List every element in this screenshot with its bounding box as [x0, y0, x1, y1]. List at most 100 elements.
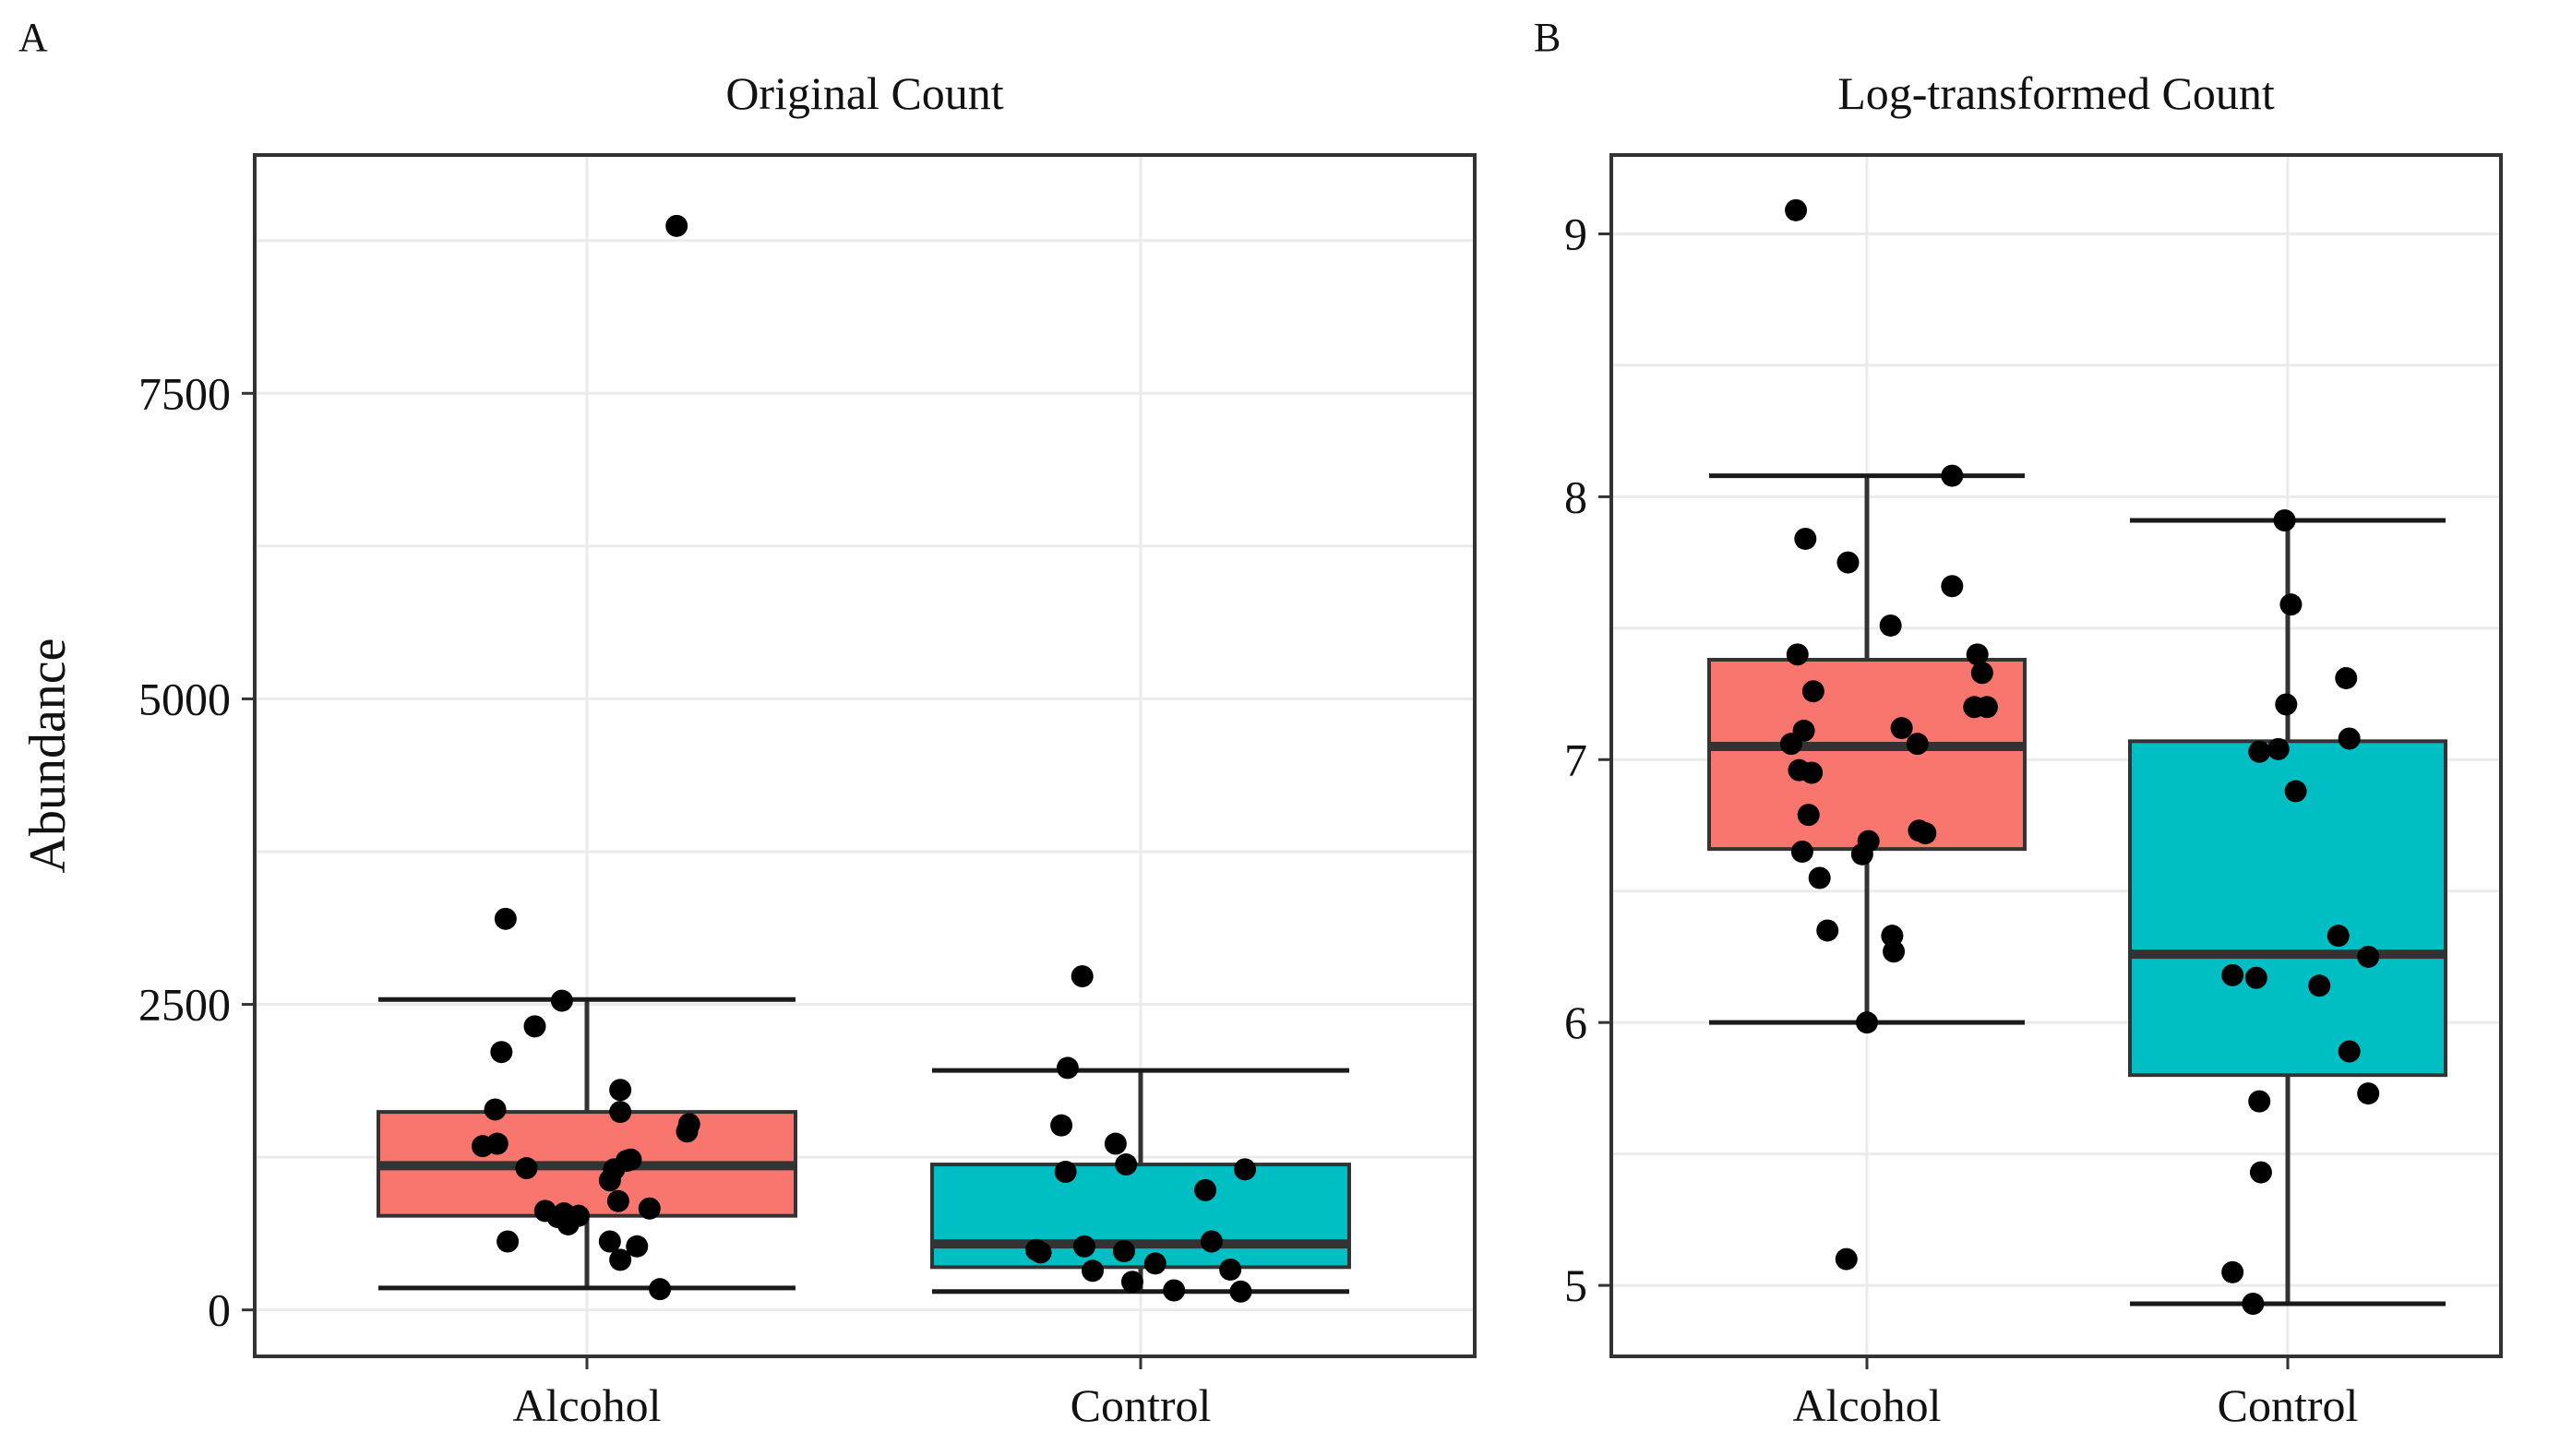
box-alcohol: [1707, 473, 2027, 1025]
data-point: [2338, 1040, 2361, 1063]
data-point: [2221, 963, 2244, 986]
box-control: [930, 1068, 1351, 1295]
data-point: [1790, 840, 1813, 863]
data-point: [1163, 1279, 1186, 1302]
y-tick-label: 0: [208, 1284, 231, 1336]
data-point: [1836, 551, 1860, 574]
data-point: [619, 1148, 642, 1171]
data-point: [496, 1230, 520, 1253]
data-point: [1914, 822, 1937, 845]
y-axis-title: Abundance: [19, 638, 77, 873]
data-point: [567, 1204, 590, 1227]
data-point: [2327, 925, 2350, 948]
y-tick-label: 8: [1564, 471, 1587, 522]
data-point: [2335, 666, 2358, 689]
data-point: [2338, 727, 2361, 750]
y-axis: 5 6 7 8 9: [1564, 208, 1611, 1311]
x-tick-label: Alcohol: [512, 1379, 661, 1431]
data-point: [1056, 1056, 1079, 1080]
x-tick-label: Control: [1071, 1379, 1212, 1431]
points-control: [1025, 965, 1256, 1303]
data-point: [550, 989, 573, 1012]
data-point: [1112, 1240, 1135, 1263]
data-point: [1104, 1132, 1127, 1155]
x-axis: Alcohol Control: [512, 1356, 1211, 1431]
data-point: [626, 1235, 649, 1258]
data-point: [1200, 1230, 1223, 1253]
y-tick-label: 5: [1564, 1259, 1587, 1311]
y-axis: 0 2500 5000 7500: [138, 367, 255, 1336]
data-point: [609, 1079, 632, 1102]
points-alcohol: [472, 214, 700, 1301]
data-point: [606, 1189, 629, 1212]
data-point: [2284, 780, 2307, 803]
box-control: [2128, 518, 2447, 1307]
data-point: [2273, 509, 2296, 532]
x-tick-label: Alcohol: [1792, 1379, 1941, 1431]
data-point: [490, 1041, 513, 1064]
chart-title: Log-transformed Count: [1837, 67, 2275, 119]
data-point: [1941, 464, 1964, 487]
y-tick-label: 6: [1564, 997, 1587, 1048]
data-point: [494, 907, 517, 930]
data-point: [638, 1197, 661, 1220]
data-point: [1801, 680, 1824, 703]
panel-border: [253, 153, 1477, 1358]
data-point: [484, 1098, 507, 1121]
data-point: [523, 1015, 546, 1038]
x-tick-label: Control: [2218, 1379, 2359, 1431]
y-tick-label: 2500: [138, 979, 231, 1031]
data-point: [1883, 940, 1906, 963]
data-point: [1071, 965, 1094, 988]
panel-label: A: [18, 15, 48, 60]
data-point: [1143, 1252, 1166, 1275]
data-point: [677, 1113, 700, 1136]
data-point: [2249, 1161, 2272, 1184]
y-tick-label: 7: [1564, 734, 1587, 785]
data-point: [1115, 1153, 1138, 1176]
data-point: [2221, 1260, 2244, 1283]
data-point: [1890, 717, 1913, 740]
data-point: [598, 1230, 621, 1253]
data-point: [1857, 829, 1880, 853]
data-point: [1029, 1241, 1052, 1264]
data-point: [1785, 198, 1808, 221]
chart-title: Original Count: [725, 67, 1003, 119]
box-iqr: [1707, 658, 2027, 852]
y-tick-label: 7500: [138, 367, 231, 419]
data-point: [485, 1132, 508, 1155]
data-point: [609, 1101, 632, 1124]
data-point: [1779, 733, 1802, 756]
box-iqr: [930, 1163, 1351, 1270]
data-point: [2275, 693, 2298, 716]
data-point: [1794, 527, 1817, 550]
points-control: [2221, 509, 2380, 1316]
data-point: [1234, 1158, 1256, 1181]
data-point: [1975, 696, 1998, 719]
data-point: [2357, 1082, 2380, 1105]
data-point: [1194, 1178, 1217, 1201]
data-point: [1786, 643, 1809, 666]
data-point: [649, 1278, 672, 1301]
points-alcohol: [1779, 198, 1998, 1271]
data-point: [1050, 1114, 1073, 1137]
data-point: [1941, 575, 1964, 598]
data-point: [515, 1157, 538, 1180]
y-tick-label: 5000: [138, 673, 231, 724]
y-tick-label: 9: [1564, 208, 1587, 259]
data-point: [1054, 1160, 1077, 1183]
data-point: [1229, 1280, 1252, 1303]
data-point: [1800, 761, 1824, 784]
data-point: [665, 214, 688, 237]
data-point: [2248, 740, 2271, 763]
chart-panel-b: B Log-transformed Count 5 6 7 8 9 Alcohol Contro…: [1534, 15, 2503, 1431]
data-point: [1082, 1259, 1105, 1283]
data-point: [2267, 737, 2290, 760]
x-axis: Alcohol Control: [1792, 1356, 2358, 1431]
data-point: [1072, 1235, 1095, 1258]
data-point: [1797, 804, 1820, 827]
data-point: [1906, 733, 1929, 756]
data-point: [1970, 662, 1993, 685]
data-point: [1879, 614, 1902, 637]
data-point: [1835, 1247, 1858, 1271]
